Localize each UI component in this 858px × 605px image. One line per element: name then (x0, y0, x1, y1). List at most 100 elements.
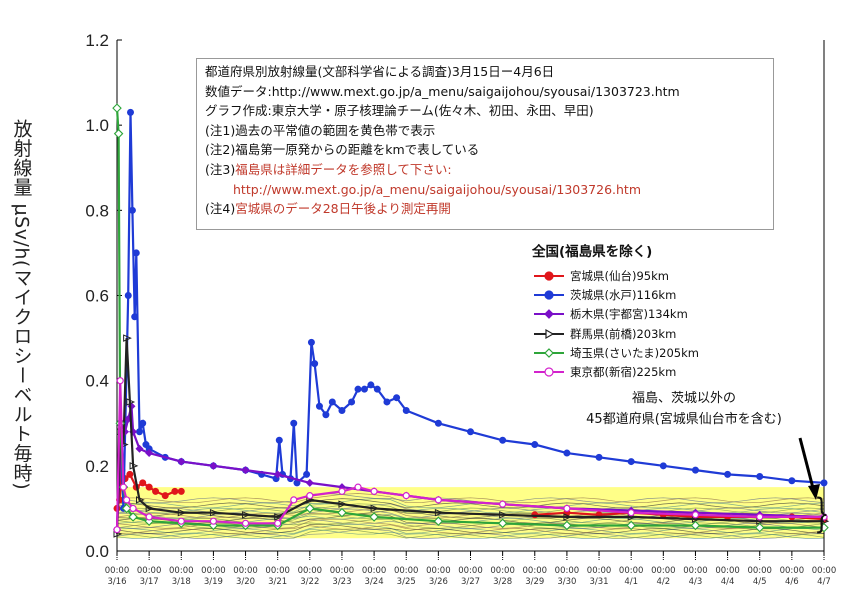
x-tick-label-date: 4/6 (785, 577, 799, 587)
legend: 全国(福島県を除く) 宮城県(仙台)95km 茨城県(水戸)116km 栃木県(宇都… (532, 240, 792, 382)
legend-label: 埼玉県(さいたま)205km (570, 345, 699, 360)
series-point-5 (354, 483, 362, 491)
x-tick-label-date: 3/18 (172, 577, 191, 587)
series-point-4 (626, 520, 636, 531)
x-tick-label-time: 00:00 (715, 566, 740, 576)
series-point-1 (724, 470, 732, 478)
legend-item: 東京都(新宿)225km (532, 362, 792, 381)
other-prefecture-line (116, 528, 825, 539)
y-tick-label: 0.0 (85, 542, 109, 561)
series-point-5 (338, 487, 346, 495)
series-point-5 (145, 513, 153, 521)
other-prefecture-line (116, 498, 825, 509)
x-tick-label-date: 3/22 (300, 577, 319, 587)
x-tick-label-date: 4/7 (817, 577, 831, 587)
series-point-4 (562, 520, 572, 531)
series-point-4 (128, 512, 138, 522)
series-point-4 (121, 503, 132, 514)
note4-prefix: (注4) (205, 201, 236, 217)
series-point-5 (119, 483, 128, 491)
series-point-3 (434, 508, 444, 517)
y-tick-label: 0.4 (85, 372, 109, 391)
x-tick-label-time: 00:00 (555, 566, 580, 576)
annotation-arrow-head (808, 484, 820, 500)
notes-box: 都道府県別放射線量(文部科学省による調査)3月15日ー4月6日 数値データ:ht… (196, 58, 774, 230)
series-point-5 (691, 511, 700, 519)
annotation-line1: 福島、茨城以外の (631, 391, 736, 406)
other-prefecture-line (116, 503, 825, 514)
y-tick-label: 1.0 (85, 116, 109, 135)
x-tick-label-date: 4/1 (624, 577, 638, 587)
x-tick-label-time: 00:00 (394, 566, 419, 576)
y-tick-label: 1.2 (85, 31, 109, 50)
series-point-4 (112, 103, 122, 113)
x-tick-label-time: 00:00 (490, 566, 515, 576)
series-point-5 (274, 519, 282, 527)
other-prefecture-line (116, 523, 825, 534)
legend-label: 宮城県(仙台)95km (570, 268, 669, 283)
legend-swatch-icon (534, 367, 564, 377)
x-tick-label-date: 3/24 (365, 577, 384, 587)
series-point-1 (499, 436, 507, 444)
notes-note2: (注2)福島第一原発からの距離をkmで表している (205, 142, 480, 158)
series-point-4 (305, 503, 315, 514)
series-point-1 (126, 108, 134, 116)
y-tick-label: 0.6 (85, 287, 109, 306)
series-point-1 (563, 449, 571, 457)
series-point-3 (274, 513, 283, 521)
series-point-5 (820, 513, 828, 521)
legend-swatch-icon (534, 290, 564, 300)
x-tick-label-time: 00:00 (619, 566, 644, 576)
series-point-1 (307, 338, 315, 346)
series-point-5 (306, 492, 314, 500)
series-point-1 (354, 385, 362, 393)
x-tick-label-date: 3/20 (236, 577, 255, 587)
series-point-1 (311, 360, 319, 368)
x-tick-label-time: 00:00 (330, 566, 355, 576)
series-point-1 (691, 466, 699, 474)
note3-prefix: (注3) (205, 161, 236, 177)
series-point-1 (338, 406, 346, 414)
series-point-1 (132, 249, 140, 257)
series-point-1 (135, 428, 143, 436)
other-prefecture-line (116, 528, 825, 539)
legend-swatch-icon (534, 347, 564, 358)
series-point-3 (242, 511, 251, 519)
series-point-1 (820, 479, 828, 487)
series-point-0 (145, 483, 153, 491)
other-prefecture-line (116, 524, 825, 534)
legend-title: 全国(福島県を除く) (532, 244, 653, 260)
x-tick-label-time: 00:00 (426, 566, 451, 576)
series-point-1 (367, 381, 375, 389)
x-tick-label-time: 00:00 (812, 566, 837, 576)
series-point-3 (123, 334, 132, 342)
y-tick-label: 0.8 (85, 201, 109, 220)
note3-text: 福島県は詳細データを参照して下さい: (235, 161, 452, 177)
series-point-3 (209, 508, 219, 517)
other-prefecture-line (116, 518, 825, 529)
legend-item: 茨城県(水戸)116km (532, 285, 792, 304)
series-point-3 (499, 511, 508, 519)
series-point-3 (145, 504, 155, 513)
series-point-2 (305, 478, 314, 487)
series-point-3 (177, 508, 187, 517)
legend-item: 埼玉県(さいたま)205km (532, 343, 792, 362)
series-point-1 (756, 472, 764, 480)
series-point-4 (113, 128, 124, 139)
legend-label: 栃木県(宇都宮)134km (570, 307, 688, 322)
x-tick-label-time: 00:00 (169, 566, 194, 576)
legend-item: 宮城県(仙台)95km (532, 266, 792, 285)
notes-note4: (注4)宮城県のデータ28日午後より測定再開 (205, 199, 765, 219)
series-point-1 (124, 292, 132, 299)
other-prefecture-line (116, 493, 825, 504)
series-point-0 (171, 487, 179, 495)
x-tick-label-time: 00:00 (298, 566, 323, 576)
series-point-2 (241, 466, 250, 475)
series-point-1 (315, 402, 323, 410)
legend-item: 栃木県(宇都宮)134km (532, 305, 792, 324)
series-point-1 (303, 470, 311, 478)
series-point-3 (129, 462, 139, 470)
x-tick-label-date: 3/28 (493, 577, 512, 587)
legend-swatch-icon (534, 271, 564, 281)
series-point-5 (290, 496, 298, 504)
